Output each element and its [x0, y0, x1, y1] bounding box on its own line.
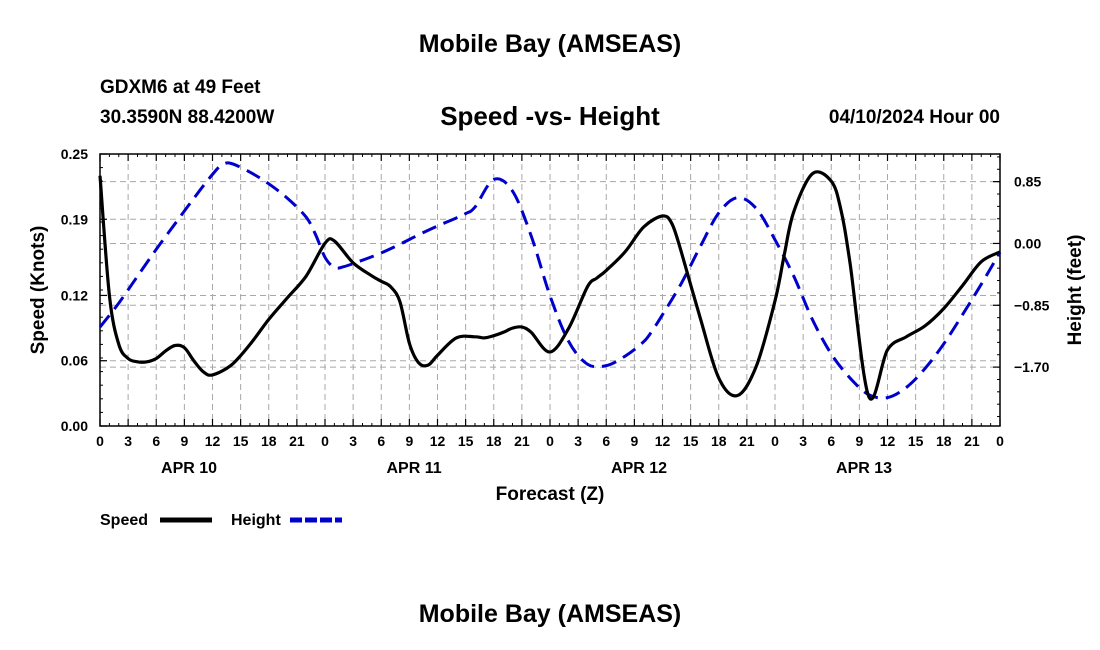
x-tick-label: 3: [799, 433, 807, 449]
x-tick-label: 12: [430, 433, 446, 449]
x-tick-label: 18: [261, 433, 277, 449]
x-tick-label: 18: [711, 433, 727, 449]
y-tick-label: 0.19: [61, 211, 88, 227]
x-tick-label: 9: [855, 433, 863, 449]
y-tick-label: 0.06: [61, 353, 88, 369]
x-tick-label: 15: [683, 433, 699, 449]
x-tick-label: 0: [996, 433, 1004, 449]
x-tick-label: 6: [827, 433, 835, 449]
x-tick-label: 15: [233, 433, 249, 449]
y-tick-label: 0.25: [61, 146, 88, 162]
date-label: APR 11: [386, 460, 441, 477]
x-tick-label: 12: [205, 433, 221, 449]
speed-series-line: [98, 170, 1001, 401]
x-tick-label: 3: [349, 433, 357, 449]
x-tick-label: 15: [908, 433, 924, 449]
y-tick-label: 0.00: [61, 418, 88, 434]
x-tick-label: 21: [964, 433, 980, 449]
x-tick-label: 6: [602, 433, 610, 449]
x-tick-label: 6: [377, 433, 385, 449]
x-tick-label: 21: [514, 433, 530, 449]
date-label: APR 13: [836, 460, 892, 477]
chart-subtitle: Speed -vs- Height: [440, 101, 660, 131]
x-tick-label: 0: [321, 433, 329, 449]
x-tick-label: 3: [124, 433, 132, 449]
y-tick-label: 0.12: [61, 287, 88, 303]
x-tick-label: 21: [739, 433, 755, 449]
main-title: Mobile Bay (AMSEAS): [418, 30, 682, 58]
x-tick-label: 0: [96, 433, 104, 449]
x-axis-title: Forecast (Z): [496, 484, 605, 505]
y2-tick-label: −0.85: [1014, 297, 1050, 313]
x-tick-label: 9: [630, 433, 638, 449]
station-label: GDXM6 at 49 Feet: [100, 77, 261, 98]
x-tick-label: 12: [880, 433, 896, 449]
y2-tick-label: −1.70: [1014, 359, 1050, 375]
x-tick-label: 18: [486, 433, 502, 449]
coordinates-label: 30.3590N 88.4200W: [100, 107, 275, 128]
date-label: APR 10: [161, 460, 217, 477]
y2-axis-title: Height (feet): [1065, 235, 1086, 346]
height-series-line: [98, 161, 1002, 400]
y-axis-title: Speed (Knots): [28, 226, 49, 355]
x-tick-label: 0: [546, 433, 554, 449]
forecast-datetime: 04/10/2024 Hour 00: [828, 107, 1000, 128]
x-tick-label: 12: [655, 433, 671, 449]
y2-tick-label: 0.85: [1014, 174, 1041, 190]
date-label: APR 12: [611, 460, 667, 477]
bottom-title: Mobile Bay (AMSEAS): [418, 600, 682, 628]
x-tick-label: 15: [458, 433, 474, 449]
legend-height-label: Height: [231, 512, 281, 529]
x-tick-label: 18: [936, 433, 952, 449]
x-tick-label: 9: [405, 433, 413, 449]
x-tick-label: 3: [574, 433, 582, 449]
x-tick-label: 6: [152, 433, 160, 449]
y2-tick-label: 0.00: [1014, 235, 1041, 251]
x-tick-label: 0: [771, 433, 779, 449]
legend-speed-label: Speed: [100, 512, 148, 529]
x-tick-label: 9: [180, 433, 188, 449]
x-tick-label: 21: [289, 433, 305, 449]
